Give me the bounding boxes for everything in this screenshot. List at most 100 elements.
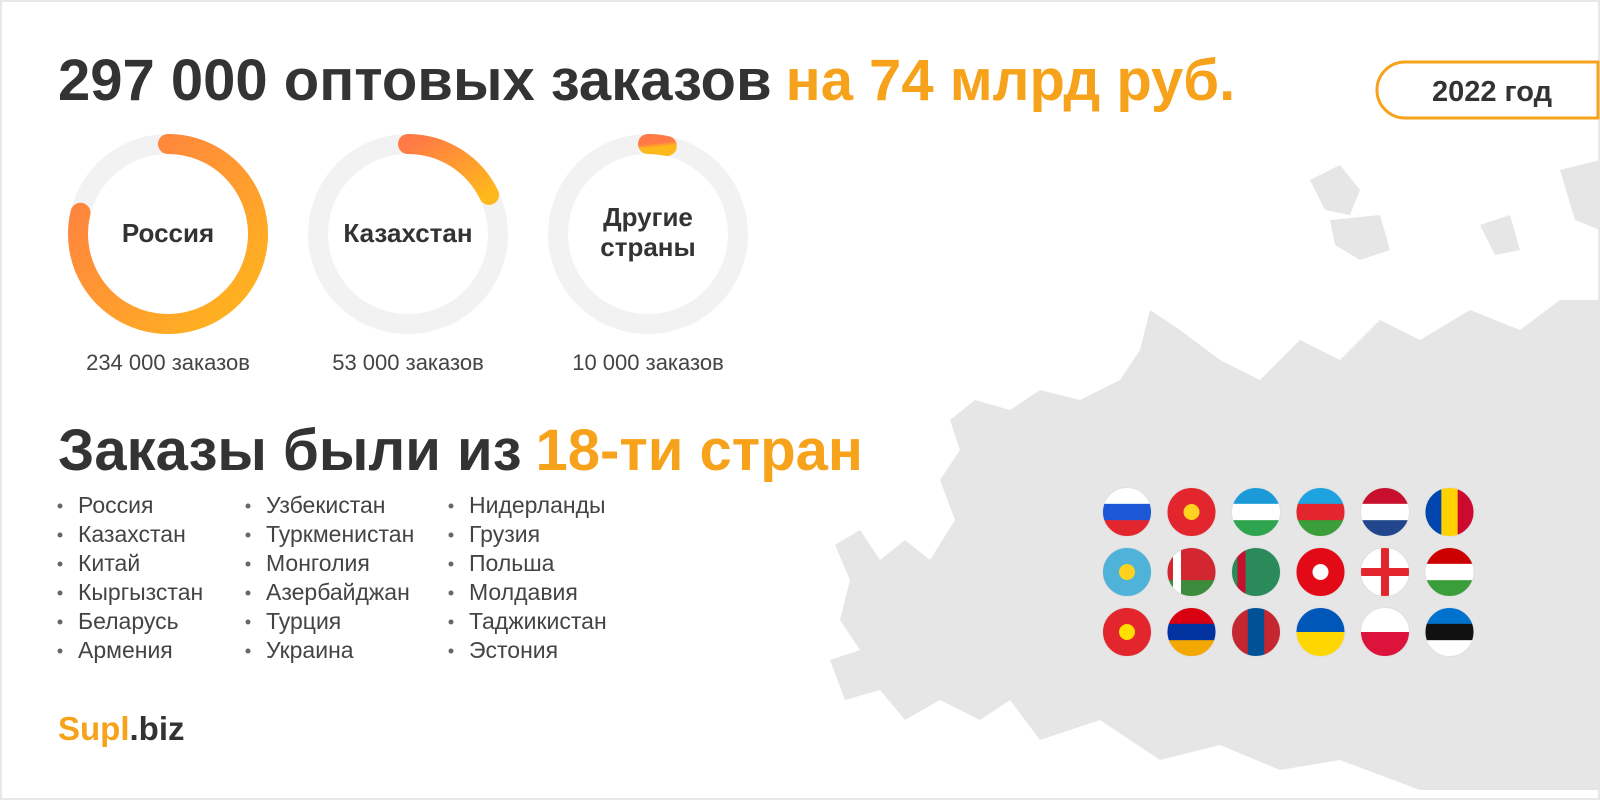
logo-accent: .biz bbox=[130, 710, 185, 747]
ring-value-label: 234 000 заказов bbox=[86, 350, 250, 375]
ring-arc bbox=[638, 134, 677, 157]
flag bbox=[1102, 607, 1152, 657]
title-main: 297 000 оптовых заказов bbox=[58, 48, 772, 113]
map-island bbox=[1560, 160, 1600, 230]
ring-label: Другие страны bbox=[600, 202, 695, 262]
flag-outline bbox=[1102, 487, 1152, 537]
bullet bbox=[57, 619, 63, 625]
ring-value-label: 10 000 заказов bbox=[572, 350, 724, 375]
flag-outline bbox=[1231, 547, 1281, 597]
country-name: Россия bbox=[78, 492, 153, 518]
map-island bbox=[1330, 215, 1390, 260]
bullet bbox=[245, 503, 251, 509]
flags bbox=[1102, 487, 1475, 657]
year-pill bbox=[1375, 60, 1600, 120]
flag-outline bbox=[1295, 607, 1346, 657]
flag bbox=[1425, 607, 1474, 657]
bullet bbox=[57, 503, 63, 509]
ring-label-line: страны bbox=[600, 232, 695, 262]
flag bbox=[1102, 547, 1152, 597]
country-name: Турция bbox=[266, 608, 341, 634]
country-name: Армения bbox=[78, 637, 173, 663]
map-island bbox=[1310, 165, 1360, 215]
flag-stripe bbox=[1425, 607, 1474, 625]
country-name: Азербайджан bbox=[266, 579, 410, 605]
flag-stripe bbox=[1264, 607, 1281, 657]
country-name: Эстония bbox=[469, 637, 558, 663]
map-island bbox=[1480, 215, 1520, 255]
bullet bbox=[448, 648, 454, 654]
bullet bbox=[448, 503, 454, 509]
bullet bbox=[448, 590, 454, 596]
bullet bbox=[57, 648, 63, 654]
flag bbox=[1360, 487, 1410, 537]
flag-outline bbox=[1166, 607, 1217, 657]
flag-stripe bbox=[1231, 487, 1281, 505]
flag-outline bbox=[1360, 607, 1410, 657]
flag-outline bbox=[1231, 487, 1281, 537]
flag-stripe bbox=[1425, 563, 1474, 581]
country-name: Молдавия bbox=[469, 579, 578, 605]
flag-outline bbox=[1360, 547, 1410, 597]
country-name: Беларусь bbox=[78, 608, 179, 634]
flag-stripe bbox=[1360, 487, 1410, 505]
ring-label-line: Другие bbox=[603, 202, 693, 232]
bullet bbox=[245, 561, 251, 567]
flag-outline bbox=[1424, 487, 1475, 537]
title-accent: на 74 млрд руб. bbox=[786, 48, 1236, 113]
flag-outline bbox=[1424, 547, 1475, 597]
flag-outline bbox=[1295, 547, 1346, 597]
flag-stripe bbox=[1425, 623, 1474, 641]
flag-outline bbox=[1102, 607, 1152, 657]
ring-label: Казахстан bbox=[343, 218, 472, 248]
flag-stripe bbox=[1231, 503, 1281, 521]
flag-stripe bbox=[1360, 503, 1410, 521]
country-name: Таджикистан bbox=[469, 608, 607, 634]
flag-stripe bbox=[1425, 580, 1474, 597]
flag-stripe bbox=[1425, 640, 1474, 657]
ring-arc bbox=[398, 134, 500, 205]
flag-stripe bbox=[1457, 487, 1474, 537]
country-name: Нидерланды bbox=[469, 492, 606, 518]
flag-stripe bbox=[1231, 520, 1281, 537]
bullet bbox=[245, 648, 251, 654]
country-name: Монголия bbox=[266, 550, 370, 576]
countries-heading: Заказы были из 18-ти стран bbox=[58, 418, 863, 483]
flag bbox=[1296, 547, 1345, 597]
logo: Supl.biz bbox=[58, 710, 185, 747]
flag-stripe bbox=[1425, 487, 1442, 537]
bullet bbox=[448, 619, 454, 625]
flag-stripe bbox=[1167, 640, 1216, 657]
bullet bbox=[245, 619, 251, 625]
flag-stripe bbox=[1296, 503, 1345, 521]
flag-emblem bbox=[1119, 624, 1135, 640]
ring-value-label: 53 000 заказов bbox=[332, 350, 484, 375]
flag bbox=[1167, 487, 1216, 537]
ring-arc bbox=[68, 134, 268, 334]
bullet bbox=[57, 532, 63, 538]
bullet bbox=[448, 561, 454, 567]
flag-emblem bbox=[1183, 504, 1200, 520]
country-name: Казахстан bbox=[78, 521, 186, 547]
flag bbox=[1231, 547, 1281, 597]
flag bbox=[1167, 607, 1216, 657]
flag-stripe bbox=[1102, 520, 1152, 537]
flag-stripe bbox=[1296, 520, 1345, 537]
flag-stripe bbox=[1102, 503, 1152, 521]
flag bbox=[1231, 487, 1281, 537]
flag-emblem bbox=[1312, 564, 1329, 580]
flag-stripe bbox=[1296, 487, 1345, 505]
bullet bbox=[57, 590, 63, 596]
country-lists: Россия Казахстан Китай Кыргызстан Беларусь Ар… bbox=[57, 492, 607, 663]
rings: Россия 234 000 заказов Казахстан 53 000 зак… bbox=[68, 134, 748, 375]
flag-stripe bbox=[1167, 623, 1216, 641]
country-name: Грузия bbox=[469, 521, 540, 547]
logo-main: Supl bbox=[58, 710, 130, 747]
flag-stripe bbox=[1425, 547, 1474, 565]
country-name: Польша bbox=[469, 550, 555, 576]
flag-outline bbox=[1360, 487, 1410, 537]
flag-band bbox=[1237, 547, 1246, 597]
country-name: Туркменистан bbox=[266, 521, 414, 547]
